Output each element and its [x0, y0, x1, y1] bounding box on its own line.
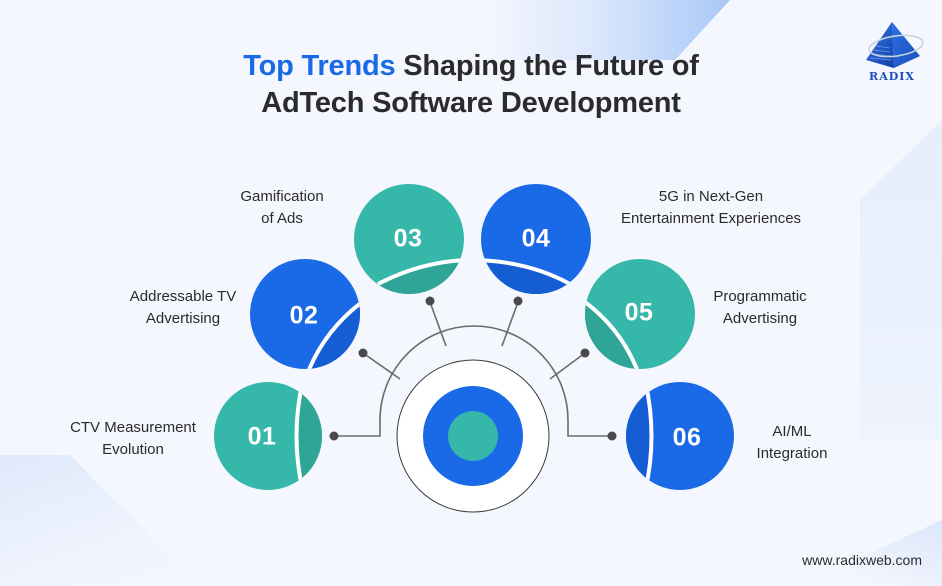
- trend-number-03: 03: [393, 224, 423, 253]
- trend-label-05: Programmatic Advertising: [713, 288, 807, 327]
- trend-label-06: AI/ML Integration: [756, 423, 828, 462]
- trend-number-01: 01: [247, 422, 277, 451]
- pyramid-logo-icon: [866, 22, 924, 68]
- title-line-1: Top Trends Shaping the Future of: [0, 48, 942, 85]
- trend-number-04: 04: [521, 224, 551, 253]
- center-hub: [396, 359, 550, 513]
- connector-lines: [334, 301, 612, 437]
- title-line-2: AdTech Software Development: [261, 87, 681, 119]
- trend-number-05: 05: [624, 298, 654, 327]
- connector-dots: [329, 296, 617, 441]
- title-accent: Top Trends: [243, 50, 396, 82]
- logo-text: RADIX: [869, 70, 915, 83]
- trend-number-02: 02: [289, 301, 319, 330]
- title-line-1-rest: Shaping the Future of: [395, 50, 699, 82]
- radix-logo: RADIX: [854, 18, 930, 90]
- trend-label-01: CTV Measurement Evolution: [70, 419, 196, 458]
- trend-number-06: 06: [672, 423, 702, 452]
- trend-label-04: 5G in Next-Gen Entertainment Experiences: [620, 188, 802, 227]
- website-url[interactable]: www.radixweb.com: [802, 552, 922, 568]
- trend-circle-01: [214, 382, 322, 490]
- trend-label-02: Addressable TV Advertising: [129, 288, 237, 327]
- trend-label-03: Gamification of Ads: [240, 188, 324, 227]
- page-title: Top Trends Shaping the Future of AdTech …: [0, 48, 942, 122]
